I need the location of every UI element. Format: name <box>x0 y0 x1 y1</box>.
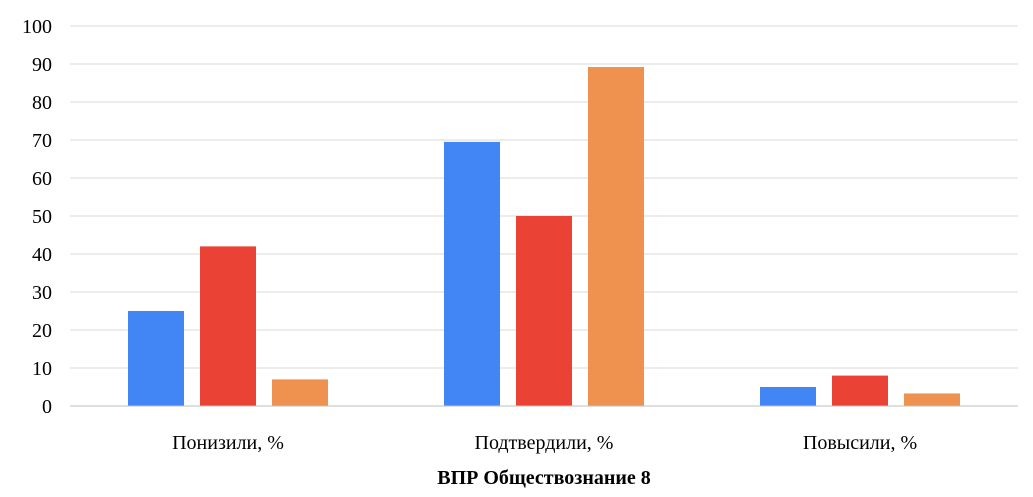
y-tick-label: 100 <box>22 16 52 38</box>
bar-series1-cat3 <box>760 387 816 406</box>
y-tick-label: 90 <box>32 54 52 76</box>
bar-series2-cat1 <box>200 246 256 406</box>
y-tick-label: 40 <box>32 244 52 266</box>
y-tick-label: 30 <box>32 282 52 304</box>
x-axis-title: ВПР Обществознание 8 <box>437 467 651 489</box>
bar-series3-cat3 <box>904 393 960 406</box>
x-category-label: Понизили, % <box>172 432 284 454</box>
x-category-label: Подтвердили, % <box>475 432 614 454</box>
y-axis-ticks: 0 10 20 30 40 50 60 70 80 90 100 <box>22 16 52 418</box>
bar-series1-cat1 <box>128 311 184 406</box>
bar-series1-cat2 <box>444 141 500 406</box>
x-category-label: Повысили, % <box>803 432 917 454</box>
y-tick-label: 60 <box>32 168 52 190</box>
y-tick-label: 10 <box>32 358 52 380</box>
bars <box>128 67 960 406</box>
bar-series2-cat2 <box>516 216 572 406</box>
bar-series3-cat1 <box>272 379 328 406</box>
y-tick-label: 50 <box>32 206 52 228</box>
x-axis-categories: Понизили, % Подтвердили, % Повысили, % <box>172 432 917 454</box>
y-tick-label: 20 <box>32 320 52 342</box>
y-tick-label: 70 <box>32 130 52 152</box>
bar-series3-cat2 <box>588 67 644 406</box>
y-tick-label: 80 <box>32 92 52 114</box>
bar-series2-cat3 <box>832 375 888 406</box>
y-tick-label: 0 <box>42 396 52 418</box>
